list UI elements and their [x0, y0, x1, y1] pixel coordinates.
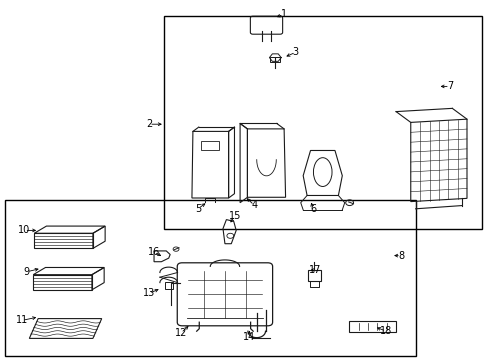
Bar — [270, 57, 280, 62]
Bar — [201, 141, 219, 150]
Text: 17: 17 — [308, 265, 321, 275]
Text: 5: 5 — [195, 204, 201, 214]
Text: 9: 9 — [24, 267, 30, 277]
Bar — [5, 200, 415, 356]
Text: 7: 7 — [446, 81, 452, 91]
Text: 10: 10 — [18, 225, 31, 235]
Text: 4: 4 — [251, 200, 257, 210]
Bar — [164, 282, 172, 289]
Text: 16: 16 — [147, 247, 160, 257]
Text: 18: 18 — [379, 326, 392, 336]
Text: 8: 8 — [397, 251, 403, 261]
Text: 1: 1 — [280, 9, 286, 19]
Bar — [163, 16, 481, 229]
Text: 3: 3 — [292, 47, 298, 57]
Text: 2: 2 — [146, 119, 152, 129]
Text: 12: 12 — [174, 328, 187, 338]
Text: 11: 11 — [16, 315, 28, 325]
Text: 6: 6 — [309, 204, 315, 214]
Text: 13: 13 — [142, 288, 155, 298]
Text: 14: 14 — [243, 332, 255, 342]
Bar — [348, 321, 395, 332]
Text: 15: 15 — [228, 211, 241, 221]
Bar — [307, 270, 320, 281]
